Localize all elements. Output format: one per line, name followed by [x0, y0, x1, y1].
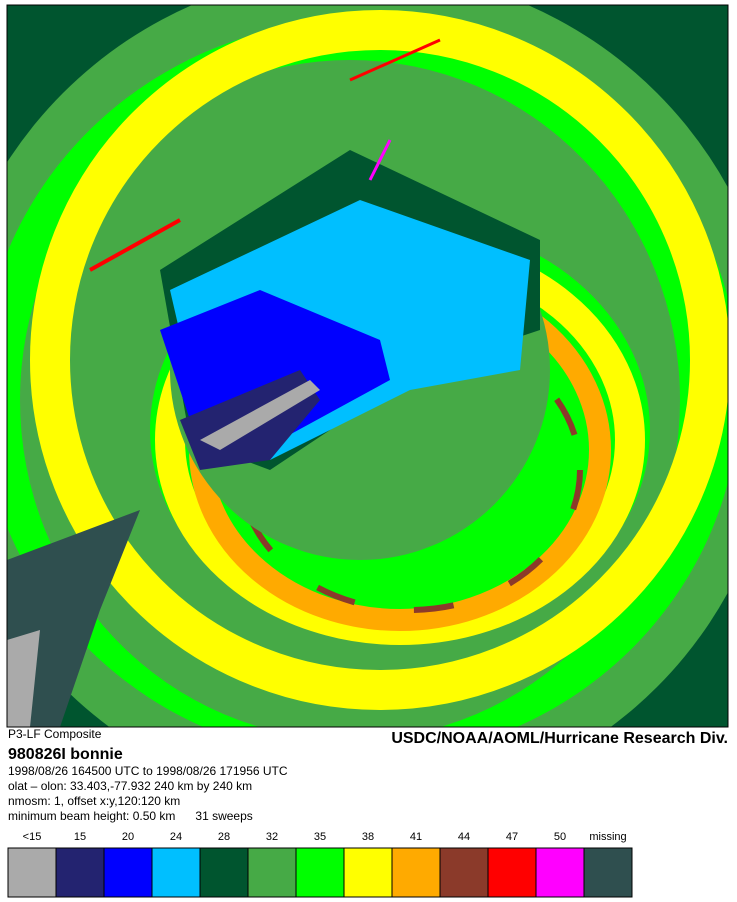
- legend-swatch: [583, 847, 633, 898]
- radar-image: [7, 5, 728, 727]
- info-line: 1998/08/26 164500 UTC to 1998/08/26 1719…: [8, 764, 288, 778]
- product: P3-LF Composite: [8, 727, 102, 741]
- flight-id: 980826I bonnie: [8, 746, 123, 763]
- legend-label: 38: [362, 831, 374, 843]
- info-line: olat – olon: 33.403,-77.932 240 km by 24…: [8, 779, 252, 793]
- legend-label: <15: [23, 831, 42, 843]
- legend-swatch: [391, 847, 441, 898]
- legend-label: 35: [314, 831, 326, 843]
- legend-swatch: [487, 847, 537, 898]
- agency: USDC/NOAA/AOML/Hurricane Research Div.: [391, 730, 728, 747]
- legend-label: 28: [218, 831, 230, 843]
- legend-swatch: [199, 847, 249, 898]
- legend-swatch: [247, 847, 297, 898]
- legend-swatch: [7, 847, 57, 898]
- image-frame: [6, 4, 729, 728]
- legend-label: 41: [410, 831, 422, 843]
- legend-label: 50: [554, 831, 566, 843]
- legend-swatch: [151, 847, 201, 898]
- legend-swatch: [103, 847, 153, 898]
- legend-swatch: [535, 847, 585, 898]
- legend-swatch: [295, 847, 345, 898]
- legend-swatch: [343, 847, 393, 898]
- legend-label: 20: [122, 831, 134, 843]
- legend-swatch: [439, 847, 489, 898]
- legend-label: 47: [506, 831, 518, 843]
- legend-label: 44: [458, 831, 470, 843]
- info-line: nmosm: 1, offset x:y,120:120 km: [8, 794, 180, 808]
- legend: <15 15 20 24 28 32 35 38 41 44 47 50 missing: [7, 831, 633, 898]
- legend-label: 24: [170, 831, 182, 843]
- legend-label: missing: [589, 831, 626, 843]
- legend-label: 32: [266, 831, 278, 843]
- legend-swatch: [55, 847, 105, 898]
- legend-label: 15: [74, 831, 86, 843]
- info-line: minimum beam height: 0.50 km 31 sweeps: [8, 809, 253, 823]
